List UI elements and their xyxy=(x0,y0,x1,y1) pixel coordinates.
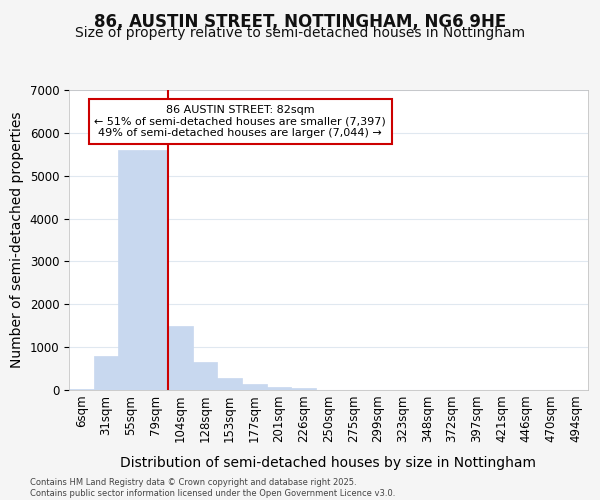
Bar xyxy=(118,150,143,390)
Text: 86 AUSTIN STREET: 82sqm
← 51% of semi-detached houses are smaller (7,397)
49% of: 86 AUSTIN STREET: 82sqm ← 51% of semi-de… xyxy=(94,105,386,138)
Text: 86, AUSTIN STREET, NOTTINGHAM, NG6 9HE: 86, AUSTIN STREET, NOTTINGHAM, NG6 9HE xyxy=(94,12,506,30)
Y-axis label: Number of semi-detached properties: Number of semi-detached properties xyxy=(10,112,24,368)
Bar xyxy=(143,150,168,390)
Bar xyxy=(168,326,193,390)
Bar xyxy=(217,378,242,390)
Bar xyxy=(292,388,316,390)
Bar xyxy=(242,384,267,390)
Text: Contains HM Land Registry data © Crown copyright and database right 2025.
Contai: Contains HM Land Registry data © Crown c… xyxy=(30,478,395,498)
X-axis label: Distribution of semi-detached houses by size in Nottingham: Distribution of semi-detached houses by … xyxy=(121,456,536,470)
Text: Size of property relative to semi-detached houses in Nottingham: Size of property relative to semi-detach… xyxy=(75,26,525,40)
Bar xyxy=(267,386,292,390)
Bar xyxy=(193,362,217,390)
Bar xyxy=(69,388,94,390)
Bar xyxy=(94,356,118,390)
